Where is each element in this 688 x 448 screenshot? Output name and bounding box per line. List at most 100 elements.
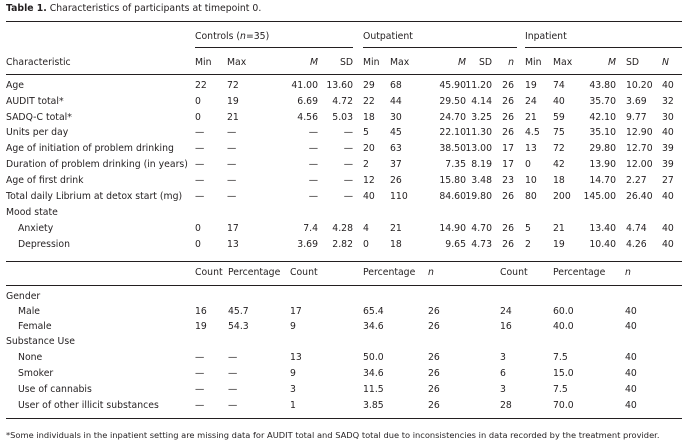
table-cell: 1 — [290, 400, 296, 411]
table-cell: 11.20 — [465, 80, 492, 91]
table-cell: 200 — [553, 191, 571, 202]
table-cell: 70.0 — [553, 400, 574, 411]
table-cell: 40 — [553, 96, 565, 107]
table-cell: — — [228, 384, 238, 395]
table-cell: 17 — [290, 306, 302, 317]
table-cell: 10.40 — [589, 239, 616, 250]
table-cell: — — [343, 143, 353, 154]
bottom-rule — [6, 418, 682, 420]
table-cell: 18 — [553, 175, 565, 186]
table-cell: 40 — [625, 321, 637, 332]
table-cell: 13 — [290, 352, 302, 363]
table-cell: 13.40 — [589, 223, 616, 234]
table-cell: 68 — [390, 80, 402, 91]
table-cell: 40 — [625, 384, 637, 395]
table-cell: 26.40 — [626, 191, 653, 202]
table-cell: 40 — [625, 352, 637, 363]
column-header: Percentage — [363, 267, 416, 278]
table-cell: 29.80 — [589, 143, 616, 154]
table-cell: 3.69 — [297, 239, 318, 250]
table-cell: 35.70 — [589, 96, 616, 107]
table-cell: — — [195, 384, 205, 395]
table-cell: 3 — [500, 384, 506, 395]
top-rule — [6, 21, 682, 23]
table-cell: 3.85 — [363, 400, 384, 411]
table-cell: — — [308, 127, 318, 138]
table-cell: — — [228, 368, 238, 379]
group-header-inpatient: Inpatient — [525, 31, 567, 42]
column-header: M — [309, 57, 318, 68]
table-cell: 34.6 — [363, 368, 384, 379]
row-label: Age of first drink — [6, 175, 84, 186]
table-cell: 12 — [363, 175, 375, 186]
table-cell: 74 — [553, 80, 565, 91]
column-header: SD — [626, 57, 640, 68]
table-cell: — — [228, 400, 238, 411]
table-cell: 29 — [363, 80, 375, 91]
table-cell: 7.5 — [553, 352, 568, 363]
table-cell: 16 — [195, 306, 207, 317]
table-cell: — — [195, 159, 205, 170]
inpatient-group-rule — [525, 47, 682, 48]
table-cell: 13.90 — [589, 159, 616, 170]
table-cell: 45.90 — [439, 80, 466, 91]
table-cell: 110 — [390, 191, 408, 202]
row-label: Use of cannabis — [18, 384, 92, 395]
column-header: SD — [339, 57, 353, 68]
table-cell: 26 — [502, 239, 514, 250]
table-cell: 11.5 — [363, 384, 384, 395]
table-cell: 10.20 — [626, 80, 653, 91]
table-cell: 17 — [227, 223, 239, 234]
row-label: Depression — [18, 239, 70, 250]
table-cell: 54.3 — [228, 321, 249, 332]
section-rule — [6, 261, 682, 262]
row-label: SADQ-C total* — [6, 112, 72, 123]
table-cell: 7.4 — [303, 223, 318, 234]
table-cell: 84.60 — [439, 191, 466, 202]
table-cell: 42.10 — [589, 112, 616, 123]
table-cell: 4.73 — [471, 239, 492, 250]
group-header-outpatient: Outpatient — [363, 31, 413, 42]
table-cell: 9.65 — [445, 239, 466, 250]
table-cell: 72 — [553, 143, 565, 154]
table-cell: 9.77 — [626, 112, 647, 123]
table-cell: 5.03 — [332, 112, 353, 123]
table-cell: 45.7 — [228, 306, 249, 317]
group-header-controls: Controls (n=35) — [195, 31, 270, 42]
table-cell: 26 — [428, 368, 440, 379]
row-label: Male — [18, 306, 41, 317]
table-cell: 10 — [525, 175, 537, 186]
table-cell: 19.80 — [465, 191, 492, 202]
table-cell: — — [195, 127, 205, 138]
table-cell: — — [227, 175, 237, 186]
table-cell: 4.28 — [332, 223, 353, 234]
table-cell: 26 — [428, 384, 440, 395]
table-cell: 38.50 — [439, 143, 466, 154]
table-cell: 3 — [500, 352, 506, 363]
row-label: None — [18, 352, 43, 363]
table-cell: 27 — [662, 175, 674, 186]
row-label: Gender — [6, 291, 41, 302]
column-header: n — [508, 57, 514, 68]
table-cell: 0 — [363, 239, 369, 250]
table-cell: 21 — [227, 112, 239, 123]
table-cell: 39 — [662, 143, 674, 154]
table-cell: 11.30 — [465, 127, 492, 138]
table-cell: 24.70 — [439, 112, 466, 123]
row-label: Substance Use — [6, 336, 75, 347]
table-cell: 19 — [525, 80, 537, 91]
table-cell: — — [195, 400, 205, 411]
table-cell: 15.0 — [553, 368, 574, 379]
table-cell: 30 — [390, 112, 402, 123]
table-cell: 3 — [290, 384, 296, 395]
table-cell: 14.90 — [439, 223, 466, 234]
table-cell: 7.5 — [553, 384, 568, 395]
table-cell: 26 — [502, 80, 514, 91]
table-cell: 0 — [525, 159, 531, 170]
table-cell: 16 — [500, 321, 512, 332]
table-cell: 0 — [195, 223, 201, 234]
controls-group-rule — [195, 47, 353, 48]
table-cell: 40 — [662, 127, 674, 138]
table-cell: 5 — [525, 223, 531, 234]
table-cell: 24 — [525, 96, 537, 107]
